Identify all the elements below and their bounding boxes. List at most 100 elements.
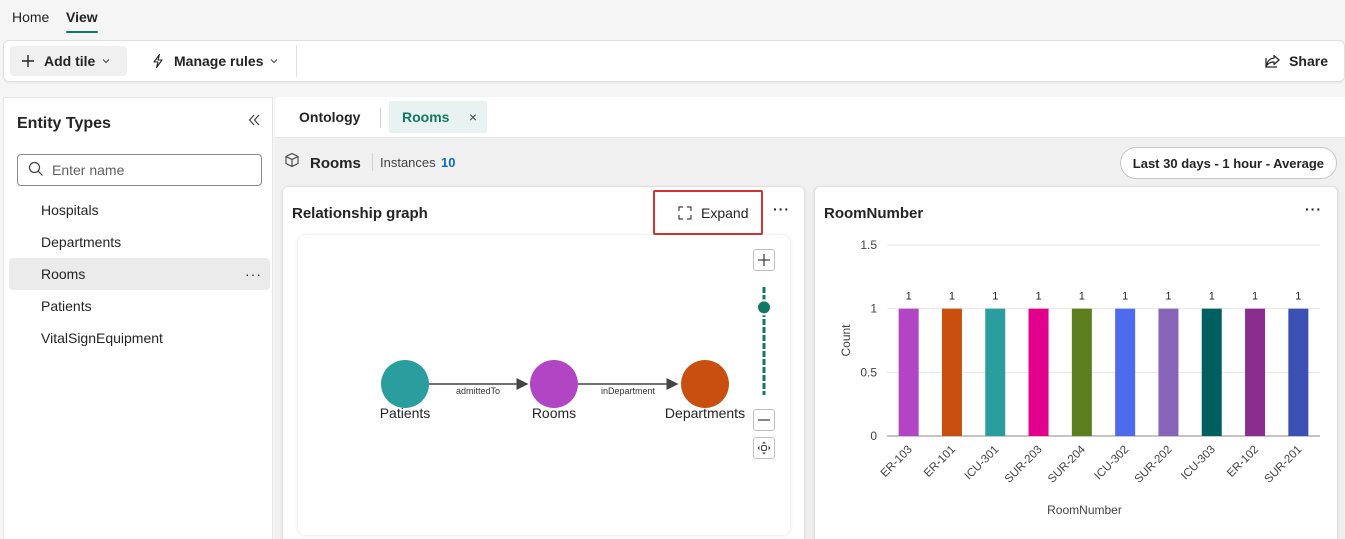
close-icon[interactable]: × (468, 109, 477, 125)
share-button[interactable]: Share (1254, 46, 1338, 76)
cube-icon (284, 152, 300, 171)
data-label: 1 (1122, 291, 1128, 303)
more-options-icon[interactable]: ··· (245, 266, 262, 282)
manage-rules-button[interactable]: Manage rules (140, 46, 289, 76)
sidebar-item-label: Rooms (41, 266, 86, 282)
collapse-icon[interactable] (246, 112, 262, 131)
bar-chart: 0 0.5 1 1.5 Count 1 ER-103 1 ER-101 1 ICU-301 1 SUR-… (839, 238, 1320, 517)
bar[interactable] (1115, 308, 1136, 436)
y-tick-label: 0 (870, 429, 877, 443)
x-tick-label: SUR-204 (1046, 443, 1088, 485)
search-icon (28, 161, 44, 180)
node-label: Rooms (532, 405, 576, 421)
node-label: Patients (380, 405, 431, 421)
add-tile-button[interactable]: Add tile (10, 46, 127, 76)
menu-bar: Home View (0, 0, 1345, 38)
header-divider (372, 153, 373, 171)
x-tick-label: ER-101 (922, 444, 958, 480)
lightning-icon (150, 53, 166, 69)
x-axis-label: RoomNumber (1047, 503, 1122, 517)
y-tick-label: 1 (870, 302, 877, 316)
sidebar-item-label: VitalSignEquipment (41, 330, 163, 346)
y-axis-label: Count (839, 324, 853, 357)
manage-rules-label: Manage rules (174, 53, 264, 69)
data-label: 1 (906, 291, 912, 303)
bar[interactable] (898, 308, 919, 436)
tab-ontology[interactable]: Ontology (299, 109, 361, 125)
data-label: 1 (1252, 291, 1258, 303)
x-tick-label: ICU-301 (963, 444, 1002, 483)
sidebar-item-patients[interactable]: Patients (9, 290, 270, 322)
y-tick-label: 0.5 (860, 365, 877, 379)
sidebar-item-label: Departments (41, 234, 122, 250)
zoom-slider-thumb[interactable] (756, 299, 772, 316)
entity-title: Rooms (310, 155, 361, 172)
x-tick-label: SUR-203 (1003, 444, 1045, 486)
minus-icon (758, 419, 770, 421)
zoom-out-button[interactable] (753, 409, 775, 431)
tab-rooms[interactable]: Rooms × (389, 101, 487, 133)
more-options-icon[interactable]: ··· (1305, 201, 1322, 217)
fit-view-icon (757, 441, 771, 455)
add-tile-label: Add tile (44, 53, 96, 69)
menu-tab-view[interactable]: View (66, 9, 98, 33)
entity-types-panel: Entity Types Hospitals Departments Rooms… (3, 97, 273, 539)
menu-tab-home[interactable]: Home (12, 9, 50, 25)
zoom-in-button[interactable] (753, 249, 775, 271)
edge-label: inDepartment (601, 386, 656, 396)
panel-title: Entity Types (17, 115, 111, 132)
sidebar-item-label: Patients (41, 298, 92, 314)
time-range-button[interactable]: Last 30 days - 1 hour - Average (1119, 147, 1337, 179)
toolbar: Add tile Manage rules Share (3, 40, 1345, 82)
bar[interactable] (1201, 308, 1222, 436)
graph-canvas[interactable]: admittedTo inDepartment Patients Rooms D… (298, 235, 790, 535)
bar[interactable] (1245, 308, 1266, 436)
instances-count: 10 (441, 155, 456, 170)
search-field[interactable] (17, 154, 262, 186)
share-label: Share (1289, 53, 1328, 69)
fit-view-button[interactable] (753, 437, 775, 459)
more-options-icon[interactable]: ··· (773, 201, 790, 217)
sidebar-item-hospitals[interactable]: Hospitals (9, 194, 270, 226)
toolbar-divider (296, 45, 297, 77)
x-tick-label: ICU-302 (1093, 444, 1132, 483)
edge-label: admittedTo (456, 386, 500, 396)
card-title: Relationship graph (292, 205, 428, 222)
data-label: 1 (949, 291, 955, 303)
relationship-graph-card: Relationship graph Expand ··· admittedTo… (282, 186, 805, 539)
roomnumber-chart-card: RoomNumber ··· 0 0.5 1 1.5 Count 1 ER-103 1 ER-1… (814, 186, 1338, 539)
data-label: 1 (1035, 291, 1041, 303)
bar[interactable] (1028, 308, 1049, 436)
plus-icon (758, 254, 770, 266)
bar[interactable] (985, 308, 1006, 436)
node-label: Departments (665, 405, 745, 421)
data-label: 1 (1079, 291, 1085, 303)
sidebar-item-rooms[interactable]: Rooms ··· (9, 258, 270, 290)
chevron-down-icon (269, 56, 279, 66)
data-label: 1 (1209, 291, 1215, 303)
tab-bar: Ontology Rooms × (275, 97, 1345, 138)
sidebar-item-departments[interactable]: Departments (9, 226, 270, 258)
x-tick-label: ER-102 (1225, 444, 1261, 480)
expand-button[interactable]: Expand (653, 190, 763, 235)
node-rooms[interactable] (530, 360, 578, 408)
tab-label: Rooms (402, 109, 450, 125)
node-departments[interactable] (681, 360, 729, 408)
bar[interactable] (1071, 308, 1092, 436)
card-title: RoomNumber (824, 205, 924, 222)
data-label: 1 (992, 291, 998, 303)
node-patients[interactable] (381, 360, 429, 408)
chevron-down-icon (101, 56, 111, 66)
main-area: Ontology Rooms × Rooms Instances 10 Last… (275, 97, 1345, 539)
bar[interactable] (941, 308, 962, 436)
tab-divider (380, 108, 381, 128)
x-tick-label: ER-103 (879, 444, 915, 480)
y-tick-label: 1.5 (860, 238, 877, 252)
entity-list: Hospitals Departments Rooms ··· Patients … (9, 194, 270, 354)
search-input[interactable] (52, 162, 252, 178)
bar[interactable] (1288, 308, 1309, 436)
bar[interactable] (1158, 308, 1179, 436)
sidebar-item-vitalsignequipment[interactable]: VitalSignEquipment (9, 322, 270, 354)
entity-header: Rooms Instances 10 Last 30 days - 1 hour… (275, 139, 1345, 183)
share-icon (1264, 53, 1281, 70)
